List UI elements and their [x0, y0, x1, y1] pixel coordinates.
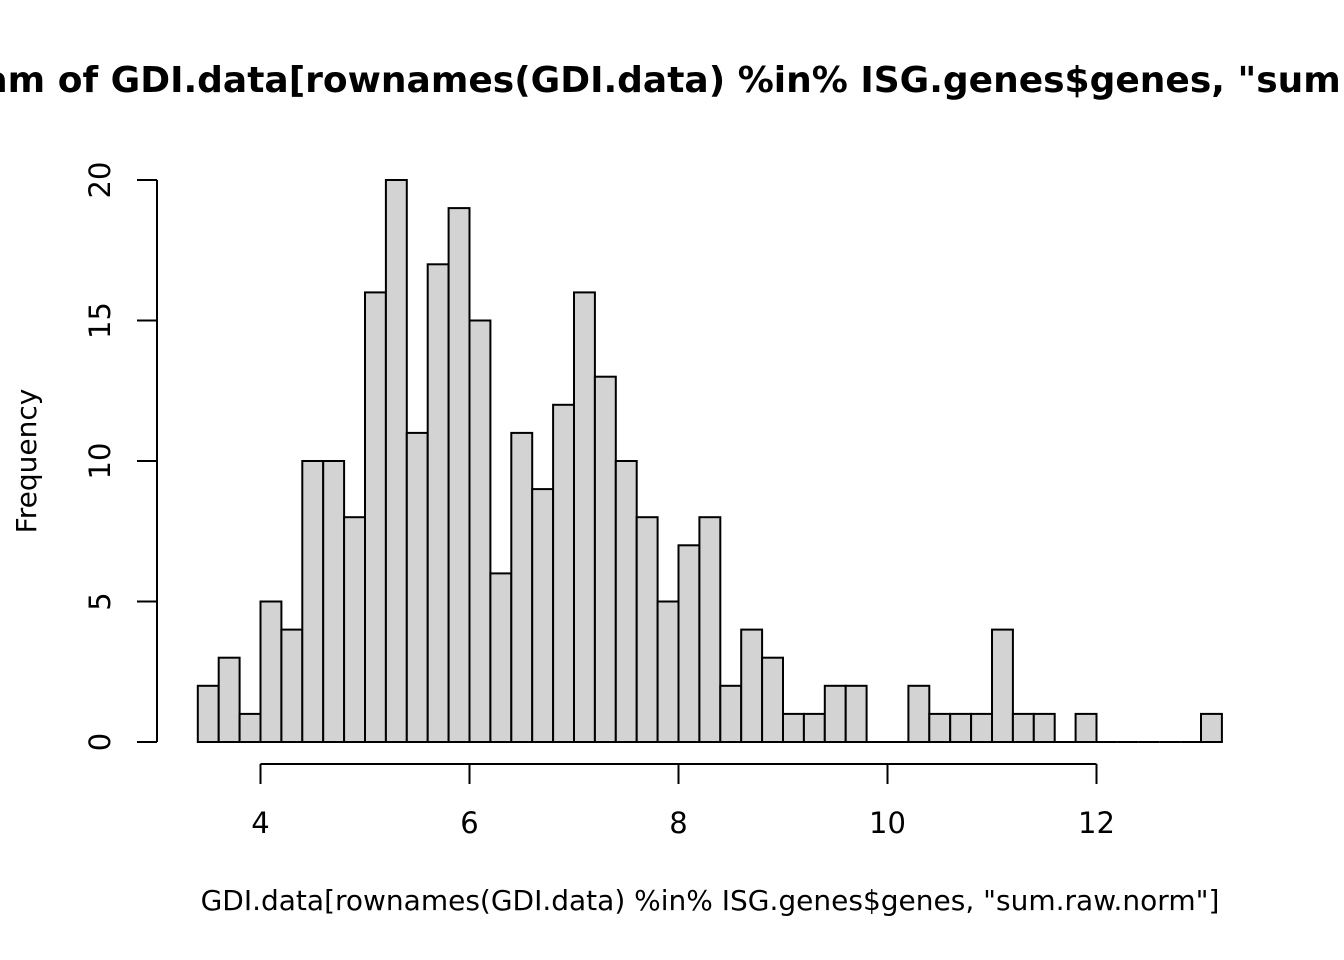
y-axis: 0 5 10 15 20: [83, 162, 158, 751]
y-tick-label: 10: [83, 443, 117, 480]
histogram-bar: [447, 207, 471, 744]
histogram-bar: [635, 516, 659, 744]
histogram-bar: [1032, 712, 1056, 744]
histogram-bar: [259, 600, 283, 743]
histogram-bar: [1074, 712, 1098, 744]
histogram-bar: [593, 375, 617, 743]
histogram-bar: [1011, 712, 1035, 744]
histogram-bar: [656, 600, 680, 743]
histogram-bar: [761, 656, 784, 744]
y-axis-label: Frequency: [10, 389, 43, 534]
x-tick-label: 8: [669, 806, 687, 840]
histogram-bar: [510, 431, 534, 743]
x-axis: 4 6 8 10 12: [251, 763, 1115, 840]
histogram-bar: [531, 488, 555, 743]
histogram-bar: [802, 712, 826, 744]
bars-group: [196, 179, 1223, 744]
y-tick-label: 20: [83, 162, 117, 199]
histogram-bar: [782, 712, 805, 744]
histogram-bar: [196, 684, 220, 743]
histogram-bar: [343, 516, 367, 744]
histogram-bar: [238, 712, 262, 744]
histogram-bar: [301, 460, 325, 743]
histogram-bar: [991, 628, 1014, 743]
histogram-bar: [614, 460, 638, 743]
histogram-bar: [405, 431, 429, 743]
y-tick-label: 15: [83, 302, 117, 339]
histogram-bar: [364, 291, 387, 743]
x-tick-label: 12: [1078, 806, 1115, 840]
histogram-bar: [384, 179, 408, 743]
histogram-bar: [217, 656, 241, 744]
histogram-bar: [1200, 712, 1223, 744]
histogram-bar: [489, 572, 513, 744]
x-axis-label: GDI.data[rownames(GDI.data) %in% ISG.gen…: [201, 884, 1220, 917]
histogram-bar: [928, 712, 952, 744]
histogram-bar: [844, 684, 868, 743]
x-tick-label: 4: [251, 806, 269, 840]
histogram-bar: [322, 460, 346, 743]
histogram-bar: [468, 319, 492, 743]
histogram-bar: [552, 403, 575, 743]
y-tick-label: 0: [83, 733, 117, 751]
x-tick-label: 6: [460, 806, 478, 840]
histogram-bar: [677, 544, 701, 743]
histogram-bar: [426, 263, 450, 743]
chart-title: Histogram of GDI.data[rownames(GDI.data)…: [0, 60, 1344, 101]
y-tick-label: 5: [83, 592, 117, 610]
histogram-bar: [907, 684, 931, 743]
histogram-bar: [698, 516, 722, 744]
histogram-bar: [573, 291, 596, 743]
x-tick-label: 10: [869, 806, 906, 840]
histogram-bar: [970, 712, 993, 744]
histogram-bar: [949, 712, 973, 744]
histogram-bar: [740, 628, 764, 743]
histogram-bar: [823, 684, 847, 743]
histogram-bar: [719, 684, 743, 743]
histogram-bar: [280, 628, 304, 743]
